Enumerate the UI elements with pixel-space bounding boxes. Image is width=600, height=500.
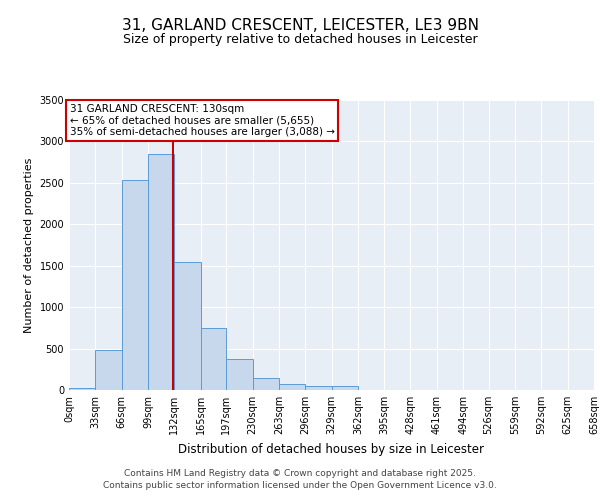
Text: 31 GARLAND CRESCENT: 130sqm
← 65% of detached houses are smaller (5,655)
35% of : 31 GARLAND CRESCENT: 130sqm ← 65% of det… <box>70 104 335 138</box>
Bar <box>122 180 148 390</box>
Bar <box>305 386 331 390</box>
Bar <box>279 384 305 390</box>
Bar <box>69 388 95 390</box>
Bar <box>200 328 226 390</box>
X-axis label: Distribution of detached houses by size in Leicester: Distribution of detached houses by size … <box>179 442 485 456</box>
Y-axis label: Number of detached properties: Number of detached properties <box>24 158 34 332</box>
Text: 31, GARLAND CRESCENT, LEICESTER, LE3 9BN: 31, GARLAND CRESCENT, LEICESTER, LE3 9BN <box>121 18 479 32</box>
Bar <box>253 378 279 390</box>
Bar <box>331 386 358 390</box>
Text: Contains HM Land Registry data © Crown copyright and database right 2025.
Contai: Contains HM Land Registry data © Crown c… <box>103 468 497 490</box>
Bar <box>148 154 175 390</box>
Bar <box>175 262 200 390</box>
Bar <box>95 350 122 390</box>
Text: Size of property relative to detached houses in Leicester: Size of property relative to detached ho… <box>122 32 478 46</box>
Bar <box>226 358 253 390</box>
